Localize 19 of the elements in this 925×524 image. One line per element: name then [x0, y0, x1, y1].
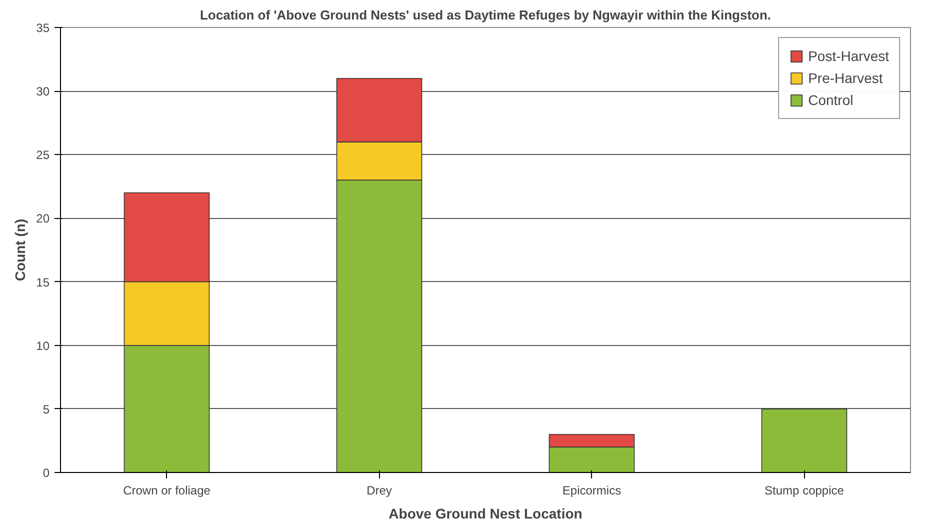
y-tick-label: 20 [36, 212, 50, 226]
bar [761, 408, 848, 472]
y-tick-label: 35 [36, 21, 50, 35]
y-tick-label: 5 [42, 402, 50, 416]
x-axis-title: Above Ground Nest Location [388, 506, 582, 522]
y-tick-label: 10 [36, 338, 50, 353]
x-tick-label: Crown or foliage [123, 484, 211, 498]
x-tick-label: Stump coppice [764, 484, 844, 498]
legend-label: Control [808, 92, 854, 108]
y-tick-label: 0 [42, 466, 50, 480]
legend-label: Pre-Harvest [808, 70, 883, 86]
chart-title: Location of 'Above Ground Nests' used as Daytime Refuges by Ngwayir within the Kingston. [200, 8, 772, 22]
y-axis-title: Count (n) [12, 218, 28, 282]
y-tick-label: 15 [36, 275, 50, 290]
x-tick-label: Drey [366, 484, 392, 498]
y-tick-label: 30 [36, 84, 50, 99]
y-tick-label: 25 [36, 148, 50, 162]
legend-label: Post-Harvest [808, 48, 889, 64]
x-tick-label: Epicormics [562, 484, 622, 498]
